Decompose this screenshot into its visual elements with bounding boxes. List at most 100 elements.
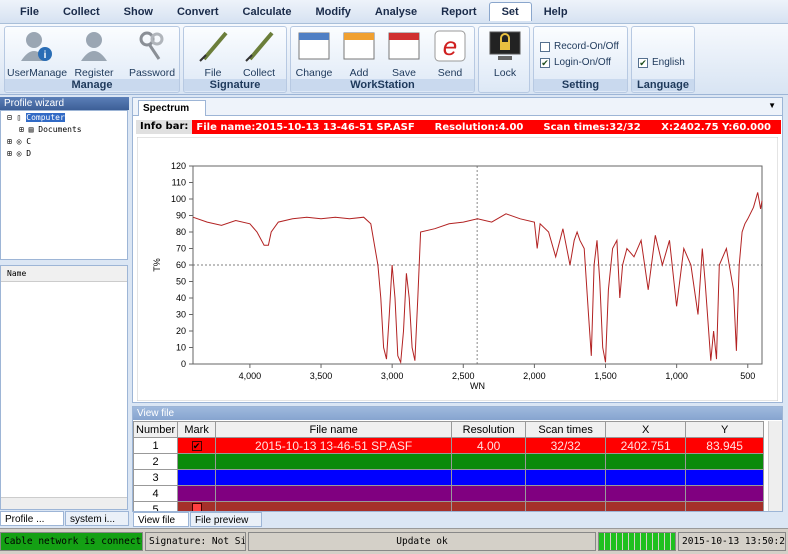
tree-node[interactable]: ⊟ ▯ Computer [7,113,65,122]
cell-mark [178,470,216,486]
tree-node[interactable]: ⊞ ▤ Documents [19,125,82,134]
option-label: Record-On/Off [554,41,619,52]
y-tick-label: 100 [171,194,186,204]
menu-item[interactable]: Set [489,2,532,21]
button-label: Collect [243,67,275,79]
y-tick-label: 70 [176,244,186,254]
checkbox-option[interactable]: Record-On/Off [540,41,619,52]
y-tick-label: 60 [176,260,186,270]
scrollbar[interactable] [768,421,782,511]
left-panel: Profile wizard ⊟ ▯ Computer ⊞ ▤ Document… [0,97,129,527]
scrollbar[interactable] [1,497,127,509]
menu-item[interactable]: Modify [303,3,362,21]
group-setting: Record-On/Off ✔Login-On/Off Setting [533,26,628,93]
button-label: Send [438,67,463,79]
button[interactable]: Password [123,29,181,79]
button[interactable]: Register [65,29,123,79]
status-signature: Signature: Not Signed [145,532,246,551]
checkbox-option[interactable]: ✔ English [638,57,685,68]
table-header-row: NumberMarkFile nameResolutionScan timesX… [134,422,764,438]
y-tick-label: 30 [176,310,186,320]
cell-x: 2402.751 [606,438,686,454]
x-tick-label: 500 [740,371,755,381]
y-tick-label: 120 [171,161,186,171]
y-tick-label: 110 [172,178,186,188]
mark-checkbox[interactable] [192,503,202,511]
x-axis-label: WN [470,381,485,391]
icon [488,29,522,63]
tab[interactable]: View file [133,512,189,527]
x-tick-label: 4,000 [239,371,262,381]
checkbox[interactable]: ✔ [638,58,648,68]
tab-label: View file [138,515,175,526]
tab[interactable]: Profile ... [0,511,64,526]
x-tick-label: 2,500 [452,371,475,381]
group-workstation: Change Add Save eSend WorkStation [290,26,475,93]
cell-x [606,470,686,486]
group-label: Signature [184,79,286,91]
button[interactable]: e Send [421,29,479,79]
file-table: NumberMarkFile nameResolutionScan timesX… [133,421,764,511]
x-tick-label: 2,000 [523,371,546,381]
menu-item[interactable]: Convert [165,3,231,21]
cell-scan-times [526,454,606,470]
cell-resolution: 4.00 [452,438,526,454]
list-view: Name [0,265,128,510]
mark-checkbox[interactable]: ✔ [192,441,202,451]
cell-x [606,486,686,502]
tab-label: Spectrum [143,103,189,114]
checkbox[interactable]: ✔ [540,58,550,68]
tab[interactable]: Spectrum [138,100,206,116]
info-cursor: X:2402.75 Y:60.000 [661,122,771,133]
group-label: Setting [534,79,627,91]
tree-view: ⊟ ▯ Computer ⊞ ▤ Documents ⊞ ◎ C ⊞ ◎ D [0,110,128,260]
menu-item[interactable]: Analyse [363,3,429,21]
icon: i [19,29,53,63]
tree-label: Computer [26,113,65,122]
column-header: Mark [178,422,216,438]
tree-node[interactable]: ⊞ ◎ C [7,137,31,146]
cell-number: 4 [134,486,178,502]
icon: e [433,29,467,63]
cell-resolution [452,502,526,512]
checkbox[interactable] [540,42,550,52]
cell-file-name [216,486,452,502]
button[interactable]: Collect [230,29,288,79]
menu-item[interactable]: Show [112,3,165,21]
dropdown-arrow[interactable]: ▼ [768,101,776,110]
table-row[interactable]: 4 [134,486,764,502]
tab[interactable]: File preview [190,512,262,527]
menu-item[interactable]: File [8,3,51,21]
cell-scan-times [526,470,606,486]
cell-number: 5 [134,502,178,512]
table-row[interactable]: 3 [134,470,764,486]
column-header: Scan times [526,422,606,438]
menu-item[interactable]: Collect [51,3,112,21]
table-row[interactable]: 2 [134,454,764,470]
menu-item[interactable]: Help [532,3,580,21]
button-label: Lock [494,67,516,79]
menu-item[interactable]: Report [429,3,488,21]
cell-scan-times: 32/32 [526,438,606,454]
button[interactable]: Lock [476,29,534,79]
group-manage: iUserManage Register Password Manage [4,26,180,93]
checkbox-option[interactable]: ✔Login-On/Off [540,57,611,68]
x-tick-label: 3,500 [310,371,333,381]
menu-item[interactable]: Calculate [231,3,304,21]
status-bar: Cable network is connected Signature: No… [0,528,788,554]
y-tick-label: 20 [176,326,186,336]
table-row[interactable]: 5 [134,502,764,512]
svg-text:i: i [44,50,47,61]
menu-bar: FileCollectShowConvertCalculateModifyAna… [0,0,788,24]
button[interactable]: iUserManage [7,29,65,79]
tree-node[interactable]: ⊞ ◎ D [7,149,31,158]
icon [135,29,169,63]
tab[interactable]: system i... [65,511,129,526]
table-row[interactable]: 1✔2015-10-13 13-46-51 SP.ASF4.0032/32240… [134,438,764,454]
status-update: Update ok [248,532,596,551]
button-label: Register [74,67,113,79]
cell-x [606,454,686,470]
option-label: English [652,57,685,68]
icon [387,29,421,63]
